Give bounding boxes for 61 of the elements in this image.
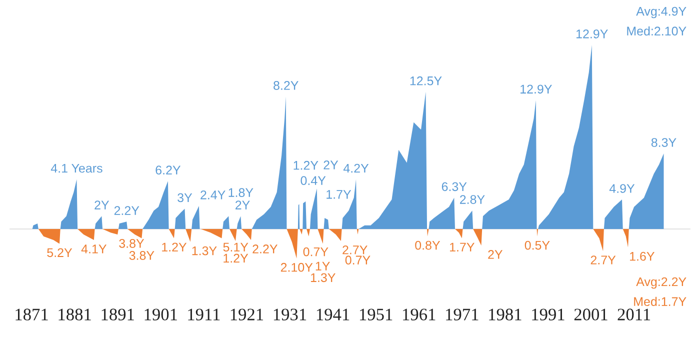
text: Avg:2.2Y <box>636 277 686 289</box>
annotation: 6.3Y <box>442 182 467 192</box>
annotation: 5.2Y <box>47 248 72 258</box>
x-tick-label: 1941 <box>316 308 350 320</box>
x-tick-label: 1911 <box>188 308 220 320</box>
annotation: 0.5Y <box>524 240 550 250</box>
text: Med:2.10Y <box>627 26 686 36</box>
annotation: 2.2Y <box>252 244 278 254</box>
annotation: 1.2Y <box>294 160 318 170</box>
annotation: 2.8Y <box>460 195 485 204</box>
annotation: 4.1Y <box>81 244 107 254</box>
annotation: 12.9Y <box>576 30 608 38</box>
annotation: 1Y <box>316 262 330 270</box>
annotation: 1.2Y <box>162 242 187 252</box>
annotation: 1.7Y <box>450 242 474 252</box>
annotation: 3.8Y <box>119 239 144 248</box>
x-tick-label: 1981 <box>489 308 522 320</box>
annotation: 1.7Y <box>326 190 352 199</box>
annotation: 2.7Y <box>342 245 368 254</box>
annotation: 3Y <box>178 193 192 202</box>
annotation: 0.4Y <box>300 176 326 186</box>
annotation: 1.6Y <box>630 252 654 261</box>
x-tick-label: 1871 <box>16 308 48 320</box>
x-tick-label: 1951 <box>360 308 392 320</box>
annotation: 6.2Y <box>156 166 181 175</box>
x-tick-label: 1921 <box>230 308 264 320</box>
annotation: 8.2Y <box>274 81 298 90</box>
x-tick-label: 1971 <box>446 308 478 320</box>
x-tick-label: 1881 <box>58 308 91 320</box>
x-tick-label: 1991 <box>532 308 564 320</box>
annotation: 1.3Y <box>192 246 217 256</box>
annotation: 2Y <box>324 160 338 170</box>
x-tick-label: 1901 <box>144 308 177 320</box>
annotation: 8.3Y <box>651 138 676 147</box>
annotation: 0.8Y <box>415 240 440 250</box>
x-tick-label: 2011 <box>618 308 650 320</box>
text: Avg:4.9Y <box>636 6 686 18</box>
annotation: 4.2Y <box>343 164 369 173</box>
annotation: 5.1Y <box>223 242 248 252</box>
x-tick-label: 2001 <box>574 308 608 320</box>
annotation: 2.7Y <box>590 256 616 264</box>
annotation: 2.10Y <box>280 262 313 272</box>
annotation: 2Y <box>236 200 250 210</box>
annotation: 4.1 Years <box>50 164 102 173</box>
text: Med:1.7Y <box>634 296 686 306</box>
annotation: 1.2Y <box>224 254 248 263</box>
annotation: 12.5Y <box>410 76 442 86</box>
annotation: 0.7Y <box>345 256 370 265</box>
x-tick-label: 1931 <box>274 308 306 320</box>
annotation: 2Y <box>488 250 503 259</box>
annotation: 2Y <box>94 200 110 210</box>
annotation: 2.4Y <box>200 190 226 200</box>
x-tick-label: 1961 <box>403 308 436 320</box>
annotation: 1.8Y <box>228 188 254 197</box>
x-tick-label: 1891 <box>102 308 134 320</box>
annotation: 4.9Y <box>609 184 635 193</box>
annotation: 0.7Y <box>303 247 328 256</box>
annotation: 1.3Y <box>310 273 336 282</box>
annotation: 2.2Y <box>114 206 140 215</box>
annotation: 3.8Y <box>129 251 154 260</box>
annotation: 12.9Y <box>520 84 552 94</box>
